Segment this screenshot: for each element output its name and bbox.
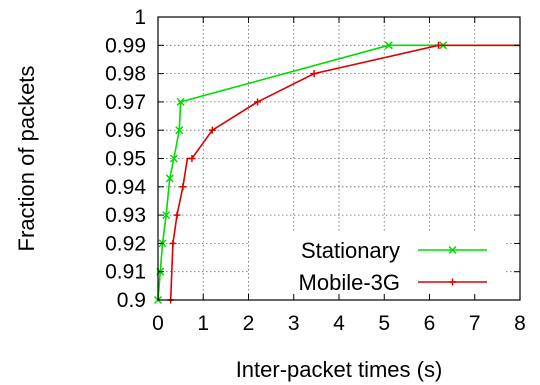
y-tick-label: 0.94 [105,176,146,199]
x-tick-label: 1 [197,312,209,335]
x-axis-title: Inter-packet times (s) [236,357,443,382]
x-tick-label: 8 [514,312,526,335]
x-tick-label: 7 [469,312,481,335]
x-tick-label: 4 [333,312,345,335]
x-tick-label: 5 [378,312,390,335]
x-tick-label: 3 [288,312,300,335]
y-tick-label: 0.92 [105,232,146,255]
y-tick-label: 0.95 [105,148,146,171]
y-tick-label: 0.91 [105,261,146,284]
series-point [311,70,318,77]
y-axis-title: Fraction of packets [14,66,39,252]
y-tick-label: 0.9 [117,289,146,312]
series-point [179,183,186,190]
x-tick-label: 0 [152,312,164,335]
x-tick-label: 6 [424,312,436,335]
legend-label: Stationary [301,238,400,263]
y-tick-label: 0.98 [105,63,146,86]
x-tick-labels: 0 1 2 3 4 5 6 7 8 [152,312,526,335]
y-tick-labels: 0.9 0.91 0.92 0.93 0.94 0.95 0.96 0.97 0.98 0.99 1 [105,6,146,312]
y-tick-label: 0.93 [105,204,146,227]
series-point [174,212,181,219]
legend-label: Mobile-3G [299,270,400,295]
y-tick-label: 0.99 [105,34,146,57]
series-point [169,240,176,247]
y-tick-label: 0.97 [105,91,146,114]
y-tick-label: 0.96 [105,119,146,142]
y-tick-label: 1 [134,6,146,29]
x-tick-label: 2 [243,312,255,335]
